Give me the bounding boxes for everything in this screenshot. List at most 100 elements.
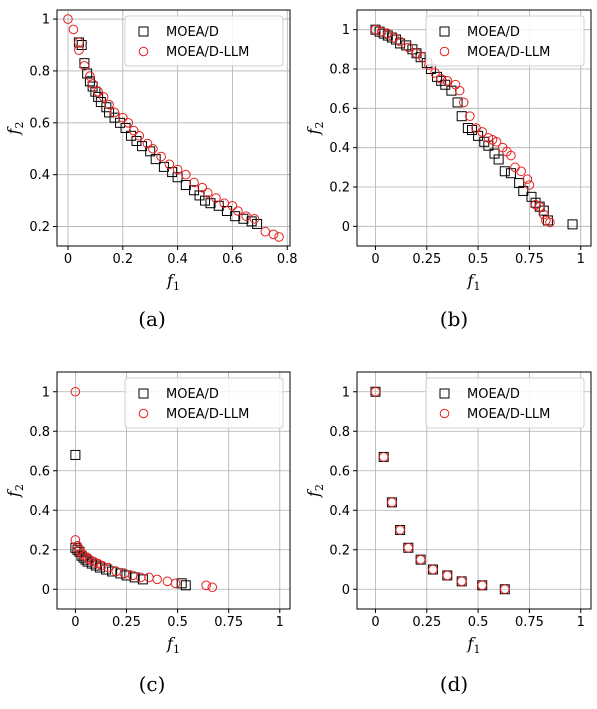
y-tick-label: 1 bbox=[342, 385, 350, 400]
data-point-moead-llm bbox=[491, 136, 502, 147]
legend-box bbox=[425, 377, 585, 429]
data-point-moead bbox=[95, 97, 106, 108]
data-point-moead-llm bbox=[98, 92, 109, 102]
x-tick-label: 0 bbox=[371, 252, 379, 267]
data-point-moead-llm bbox=[109, 107, 120, 118]
data-point-moead-llm bbox=[103, 562, 113, 573]
data-point-moead-llm bbox=[477, 580, 488, 591]
y-tick-label: 0 bbox=[342, 583, 350, 598]
data-point-moead bbox=[136, 141, 147, 152]
legend-box bbox=[124, 15, 284, 67]
data-point-moead-llm bbox=[454, 85, 465, 96]
data-point-moead bbox=[84, 76, 95, 87]
y-tick-label: 0.8 bbox=[329, 425, 350, 440]
y-tick-label: 1 bbox=[342, 23, 350, 38]
panel-caption: (b) bbox=[440, 307, 468, 331]
y-tick-label: 0 bbox=[42, 583, 50, 598]
data-point-moead-llm bbox=[538, 209, 549, 220]
axes-frame bbox=[56, 371, 291, 610]
legend-label-moead-llm: MOEA/D-LLM bbox=[467, 407, 550, 422]
y-tick-label: 0.6 bbox=[29, 116, 50, 131]
data-point-moead-llm bbox=[370, 24, 381, 35]
data-point-moead-llm bbox=[70, 386, 81, 397]
data-point-moead bbox=[518, 185, 529, 196]
data-point-moead bbox=[499, 166, 510, 177]
legend-label-moead-llm: MOEA/D-LLM bbox=[166, 45, 249, 60]
x-tick-label: 1 bbox=[577, 615, 585, 630]
y-tick-label: 0.2 bbox=[29, 220, 50, 235]
x-axis-label: f1 bbox=[467, 634, 481, 656]
y-axis-label-subscript: 2 bbox=[313, 122, 326, 129]
y-tick-label: 0.6 bbox=[329, 102, 350, 117]
data-point-moead-llm bbox=[403, 42, 414, 53]
data-point-moead bbox=[395, 38, 406, 49]
data-point-moead-llm bbox=[211, 193, 221, 203]
data-point-moead-llm bbox=[268, 229, 279, 240]
data-point-moead-llm bbox=[458, 97, 469, 108]
data-point-moead-llm bbox=[172, 164, 183, 175]
panel-caption: (d) bbox=[440, 672, 468, 696]
data-point-moead-llm bbox=[142, 138, 153, 149]
data-point-moead bbox=[401, 40, 412, 51]
x-tick-label: 0.5 bbox=[468, 252, 489, 267]
data-point-moead bbox=[205, 198, 216, 209]
y-axis-label: f2 bbox=[4, 122, 26, 136]
x-tick-label: 0.25 bbox=[112, 615, 141, 630]
data-point-moead bbox=[104, 107, 115, 118]
x-axis-label-subscript: 1 bbox=[473, 643, 480, 656]
data-point-moead-llm bbox=[97, 560, 107, 571]
data-point-moead bbox=[93, 91, 104, 102]
data-point-moead-llm bbox=[534, 201, 545, 212]
data-point-moead bbox=[129, 572, 140, 583]
data-point-moead-llm bbox=[170, 578, 181, 589]
data-point-moead-llm bbox=[516, 166, 527, 177]
panel-caption: (a) bbox=[138, 307, 166, 331]
data-point-moead-llm bbox=[465, 111, 475, 121]
data-point-moead bbox=[252, 218, 263, 229]
data-point-moead bbox=[246, 216, 257, 227]
y-axis-label-subscript: 2 bbox=[13, 122, 26, 129]
data-point-moead bbox=[446, 85, 457, 96]
data-point-moead-llm bbox=[249, 213, 260, 224]
data-point-moead-llm bbox=[456, 576, 467, 587]
data-point-moead-llm bbox=[164, 159, 175, 170]
data-point-moead-llm bbox=[93, 86, 103, 97]
panel-caption: (c) bbox=[139, 672, 166, 696]
y-axis-label: f2 bbox=[304, 484, 326, 498]
legend-marker-moead-llm bbox=[439, 46, 450, 57]
x-tick-label: 0.6 bbox=[222, 252, 243, 267]
data-point-moead bbox=[150, 154, 161, 165]
legend-marker-moead bbox=[439, 388, 450, 399]
data-point-moead-llm bbox=[162, 576, 173, 587]
chart-panel-b: 0 0.25 0.5 0.75 1 0 0.2 0.4 0.6 0.8 1 MOEA/D MOEA/D-… bbox=[304, 9, 592, 331]
data-point-moead bbox=[70, 449, 81, 460]
data-point-moead-llm bbox=[123, 118, 134, 128]
y-tick-label: 0.2 bbox=[329, 181, 350, 196]
legend-marker-moead-llm bbox=[138, 408, 149, 419]
legend-label-moead-llm: MOEA/D-LLM bbox=[467, 45, 550, 60]
x-axis-label: f1 bbox=[467, 271, 481, 293]
data-point-moead-llm bbox=[227, 201, 238, 211]
data-point-moead-llm bbox=[128, 125, 139, 136]
legend-label-moead: MOEA/D bbox=[166, 25, 219, 40]
data-point-moead bbox=[493, 154, 504, 165]
x-tick-label: 0.5 bbox=[468, 615, 489, 630]
data-point-moead-llm bbox=[87, 79, 98, 89]
x-tick-label: 0 bbox=[371, 615, 379, 630]
x-axis-label-subscript: 1 bbox=[173, 280, 180, 293]
legend-marker-moead bbox=[138, 388, 149, 399]
data-point-moead-llm bbox=[74, 37, 84, 48]
x-tick-label: 0.75 bbox=[515, 615, 544, 630]
data-point-moead bbox=[76, 40, 87, 51]
x-tick-label: 0.5 bbox=[167, 615, 188, 630]
x-axis-label-subscript: 1 bbox=[473, 280, 480, 293]
data-point-moead-llm bbox=[415, 554, 426, 565]
data-point-moead-llm bbox=[233, 206, 243, 216]
x-tick-label: 0.75 bbox=[515, 252, 544, 267]
legend-box bbox=[124, 377, 284, 429]
data-point-moead-llm bbox=[260, 226, 271, 237]
data-point-moead-llm bbox=[442, 570, 453, 581]
data-point-moead bbox=[180, 580, 191, 591]
data-point-moead-llm bbox=[376, 26, 387, 37]
data-point-moead bbox=[542, 215, 553, 226]
